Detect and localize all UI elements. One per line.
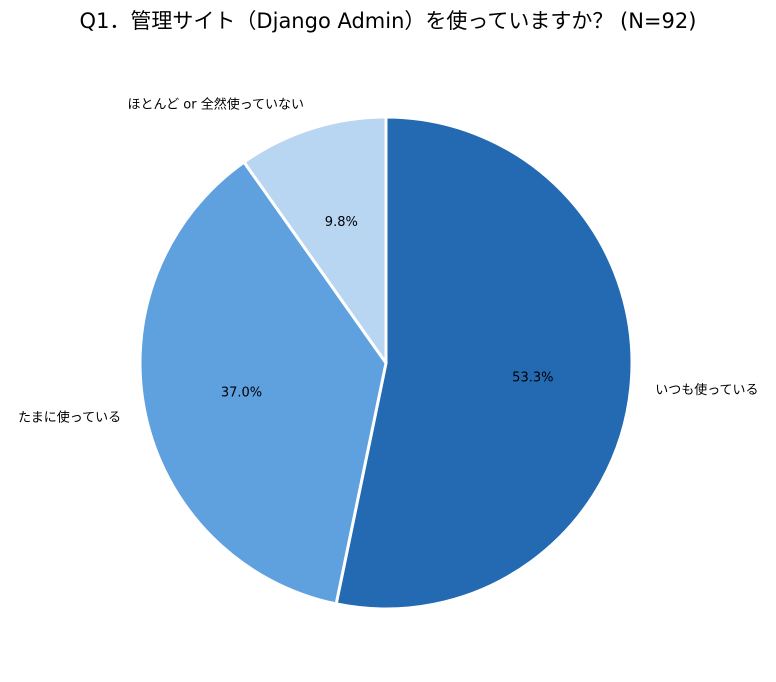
pie-slice-2 <box>138 160 388 606</box>
slice-value-label-3: 9.8% <box>325 215 358 230</box>
slice-category-label-1: いつも使っている <box>655 382 758 398</box>
slice-value-label-2: 37.0% <box>221 386 262 401</box>
pie-slice-1 <box>334 115 634 611</box>
slice-value-label-1: 53.3% <box>512 371 553 386</box>
pie-slices <box>138 115 634 611</box>
chart-title: Q1．管理サイト（Django Admin）を使っていますか？ (N=92) <box>80 9 697 33</box>
pie-slice-3 <box>242 115 388 365</box>
slice-category-label-3: ほとんど or 全然使っていない <box>128 97 305 113</box>
slice-category-label-2: たまに使っている <box>18 410 121 426</box>
pie-labels: 53.3% いつも使っている 37.0% たまに使っている 9.8% ほとんど or 全然… <box>18 97 758 426</box>
